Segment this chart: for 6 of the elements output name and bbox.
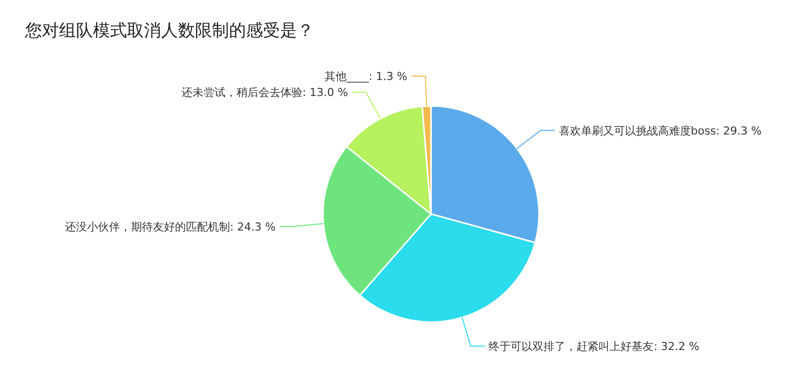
slice-label: 喜欢单刷又可以挑战高难度boss: 29.3 %: [558, 124, 762, 138]
chart-title: 您对组队模式取消人数限制的感受是？: [24, 21, 314, 41]
slice-label: 其他____: 1.3 %: [324, 70, 408, 84]
slice-label: 终于可以双排了，赶紧叫上好基友: 32.2 %: [488, 340, 700, 354]
slice-label: 还未尝试，稍后会去体验: 13.0 %: [181, 86, 348, 100]
slice-label: 还没小伙伴，期待友好的匹配机制: 24.3 %: [64, 220, 276, 234]
